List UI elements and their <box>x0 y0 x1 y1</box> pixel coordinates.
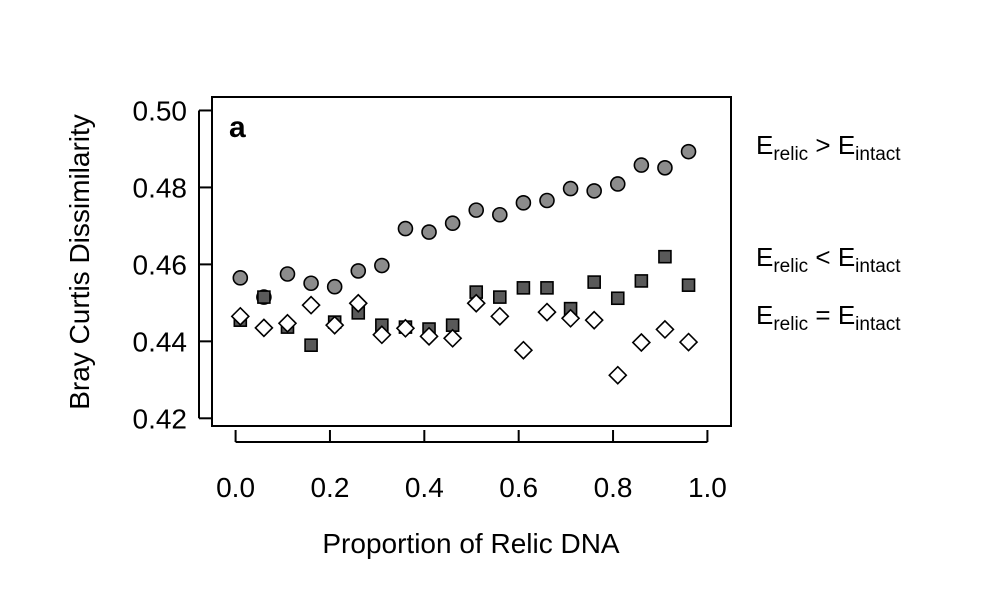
data-point-circle <box>562 180 579 197</box>
y-axis-title: Bray Curtis Dissimilarity <box>64 114 95 410</box>
series-circle <box>232 143 697 305</box>
x-tick-label: 0.2 <box>310 472 349 503</box>
data-point-diamond <box>230 306 250 326</box>
data-point-circle <box>539 192 555 209</box>
data-point-diamond <box>254 318 274 338</box>
data-point-circle <box>515 195 532 211</box>
data-point-circle <box>232 270 249 286</box>
y-tick-label: 0.44 <box>133 326 188 357</box>
data-point-diamond <box>372 325 392 345</box>
data-points <box>230 143 699 385</box>
data-point-circle <box>397 220 414 237</box>
legend-entry-eq: Erelic = Eintact <box>756 300 901 335</box>
x-tick-label: 1.0 <box>688 472 727 503</box>
data-point-square <box>493 290 507 304</box>
data-point-circle <box>421 224 437 240</box>
series-square <box>233 249 696 352</box>
data-point-circle <box>657 160 673 176</box>
panel-label: a <box>229 111 246 144</box>
data-point-square <box>634 274 649 288</box>
data-point-diamond <box>537 302 557 322</box>
data-point-diamond <box>584 310 604 330</box>
y-tick-label: 0.48 <box>133 172 188 203</box>
plot-frame <box>211 96 732 427</box>
y-axis: 0.42 0.44 0.46 0.48 0.50 <box>133 95 211 434</box>
data-point-square <box>681 278 696 292</box>
data-point-square <box>658 249 672 264</box>
data-point-diamond <box>442 328 463 348</box>
x-axis: 0.0 0.2 0.4 0.6 0.8 1.0 <box>216 430 727 503</box>
data-point-diamond <box>466 293 486 313</box>
data-point-circle <box>680 143 697 160</box>
data-point-diamond <box>560 308 581 328</box>
data-point-diamond <box>395 318 416 338</box>
data-point-square <box>304 338 318 352</box>
x-tick-label: 0.8 <box>594 472 633 503</box>
x-tick-label: 0.4 <box>405 472 444 503</box>
x-axis-title: Proportion of Relic DNA <box>322 528 620 559</box>
data-point-circle <box>633 157 650 173</box>
data-point-circle <box>279 266 296 282</box>
data-point-square <box>540 281 554 295</box>
data-point-diamond <box>678 332 699 352</box>
y-tick-label: 0.42 <box>133 403 188 434</box>
data-point-circle <box>609 176 626 192</box>
data-point-circle <box>350 263 367 279</box>
data-point-circle <box>444 215 461 232</box>
y-tick-label: 0.50 <box>133 95 188 126</box>
data-point-circle <box>468 202 485 218</box>
data-point-circle <box>374 257 390 274</box>
legend: Erelic > Eintact Erelic < Eintact Erelic… <box>756 130 901 335</box>
data-point-square <box>516 281 531 295</box>
data-point-circle <box>326 278 343 295</box>
data-point-circle <box>303 275 319 292</box>
data-point-diamond <box>490 306 510 326</box>
data-point-circle <box>492 206 508 223</box>
x-tick-label: 0.6 <box>499 472 538 503</box>
data-point-diamond <box>631 332 651 353</box>
legend-entry-lt: Erelic < Eintact <box>756 242 901 277</box>
y-tick-label: 0.46 <box>133 249 188 280</box>
series-diamond <box>230 293 699 385</box>
data-point-circle <box>586 183 602 199</box>
legend-entry-gt: Erelic > Eintact <box>756 130 901 165</box>
data-point-diamond <box>348 293 368 313</box>
data-point-square <box>587 275 601 289</box>
data-point-square <box>610 291 625 306</box>
data-point-diamond <box>325 315 345 335</box>
data-point-diamond <box>301 295 321 315</box>
data-point-diamond <box>655 319 675 340</box>
data-point-diamond <box>608 365 628 385</box>
data-point-diamond <box>277 313 298 333</box>
x-tick-label: 0.0 <box>216 472 255 503</box>
data-point-diamond <box>513 340 534 360</box>
data-point-square <box>257 290 271 304</box>
data-point-diamond <box>419 326 439 346</box>
